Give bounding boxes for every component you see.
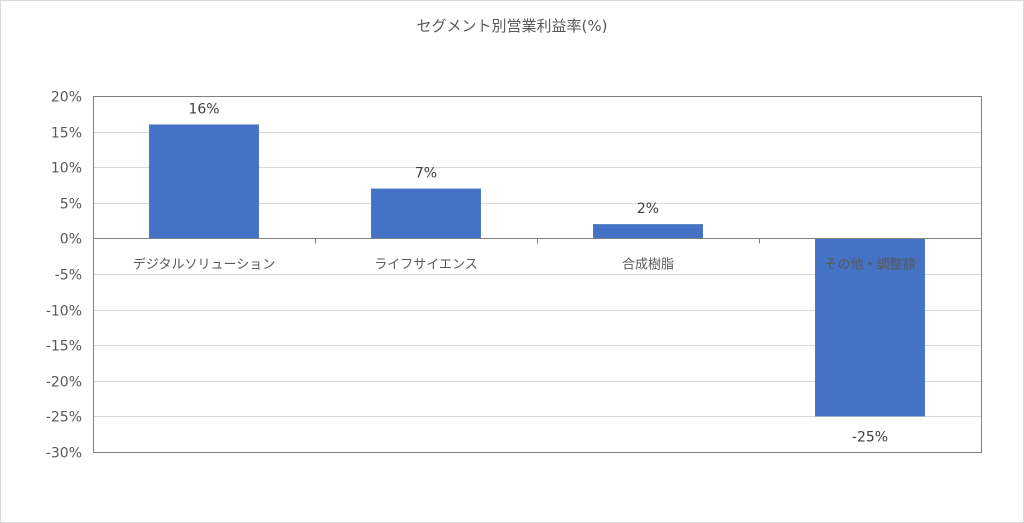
category-label: デジタルソリューション [133, 257, 275, 273]
data-label: 7% [415, 166, 437, 182]
data-label: 16% [188, 101, 219, 117]
bar [371, 188, 481, 239]
bar [815, 238, 925, 417]
y-tick-label: -25% [46, 410, 82, 426]
y-tick-label: 10% [51, 161, 82, 177]
data-label: 2% [637, 201, 659, 217]
data-label: -25% [852, 429, 888, 445]
y-tick-label: -15% [46, 339, 82, 355]
y-tick-label: -10% [46, 304, 82, 320]
y-tick-label: -5% [55, 268, 82, 284]
bar [149, 124, 259, 239]
y-tick-label: 5% [60, 197, 82, 213]
chart-title: セグメント別営業利益率(%) [416, 17, 608, 35]
category-label: ライフサイエンス [374, 258, 478, 273]
category-label: その他・調整額 [824, 258, 915, 273]
y-tick-label: -30% [46, 446, 82, 462]
y-tick-label: 0% [60, 232, 82, 248]
y-tick-label: -20% [46, 375, 82, 391]
y-tick-label: 20% [51, 90, 82, 106]
y-tick-label: 15% [51, 126, 82, 142]
plot-area-border [93, 96, 982, 453]
bar [593, 224, 703, 239]
category-label: 合成樹脂 [622, 258, 674, 273]
